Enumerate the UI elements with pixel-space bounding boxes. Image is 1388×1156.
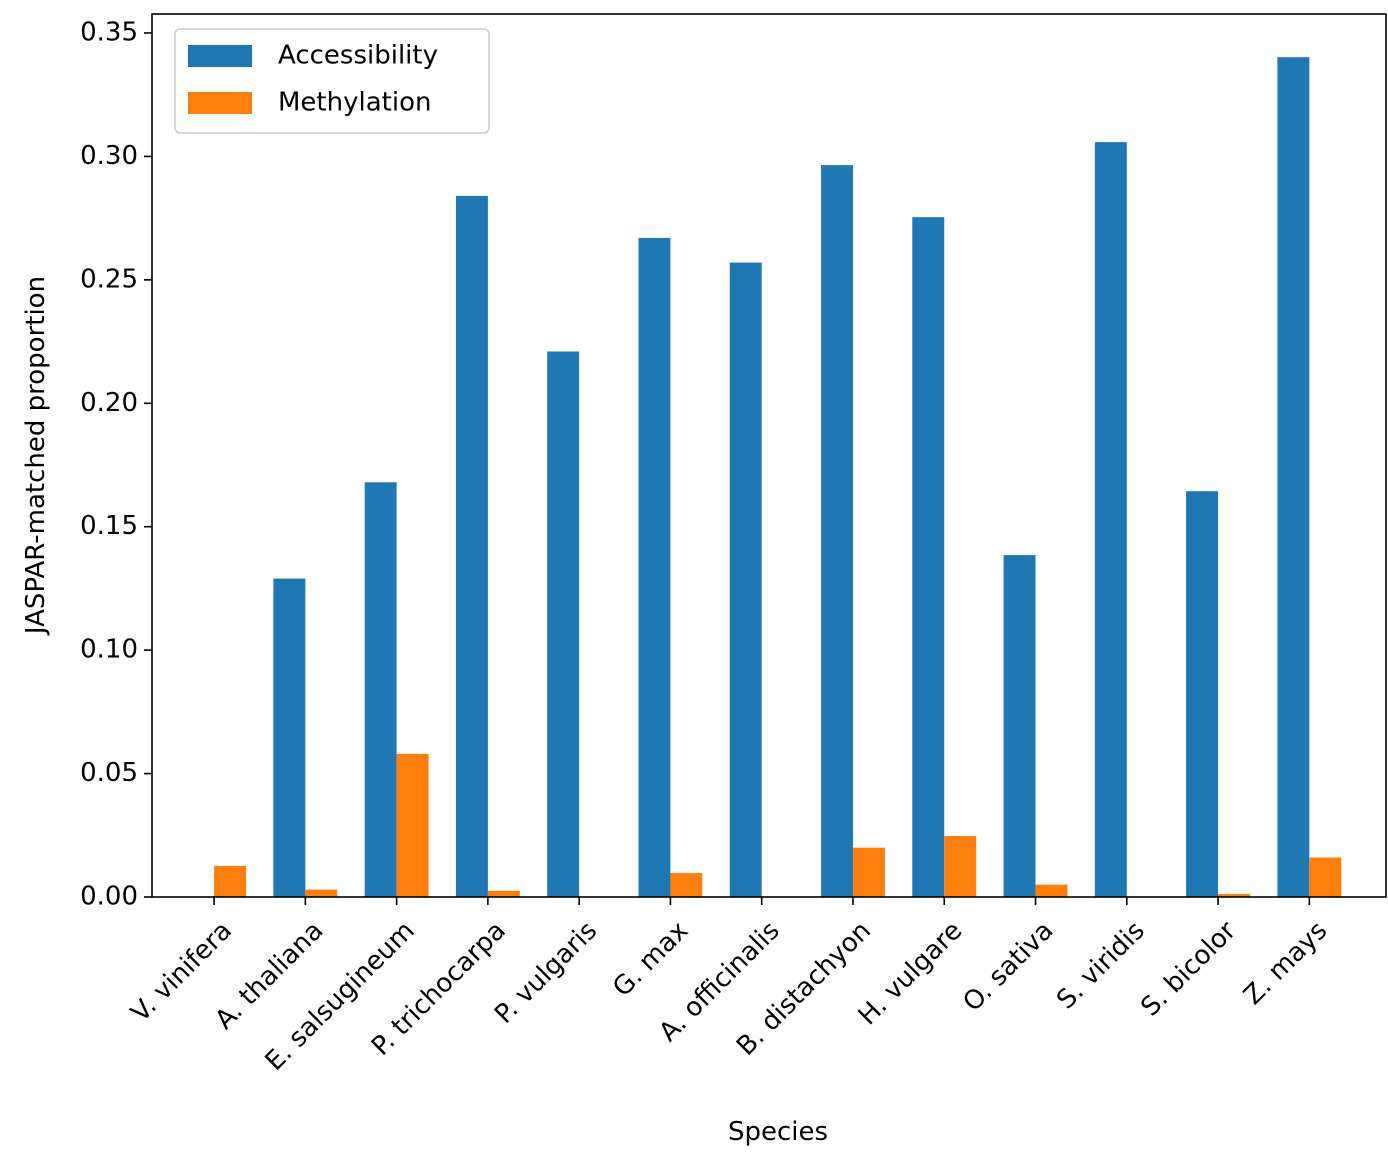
bar	[912, 217, 945, 897]
legend-label: Methylation	[278, 88, 431, 118]
bar	[1003, 555, 1036, 897]
x-tick-label: Z. mays	[1238, 916, 1333, 1011]
y-tick-label: 0.10	[80, 635, 138, 665]
bar	[396, 753, 429, 897]
bar	[1277, 57, 1310, 898]
bar	[547, 351, 580, 897]
legend-swatch	[188, 45, 252, 67]
bar	[305, 889, 338, 897]
legend-label: Accessibility	[278, 41, 438, 71]
y-tick-label: 0.20	[80, 388, 138, 418]
x-tick-label: S. bicolor	[1135, 916, 1242, 1023]
bar	[944, 836, 977, 897]
x-tick-label: G. max	[607, 916, 694, 1003]
x-axis-label: Species	[728, 1117, 828, 1147]
legend-box	[174, 28, 490, 134]
bar	[487, 890, 520, 897]
y-tick-label: 0.25	[80, 264, 138, 294]
bar	[852, 847, 885, 897]
bar	[638, 237, 671, 897]
y-tick-label: 0.35	[80, 18, 138, 48]
y-tick-label: 0.15	[80, 511, 138, 541]
bar	[455, 195, 488, 897]
bar	[214, 865, 247, 897]
bar	[273, 578, 306, 897]
y-axis-label: JASPAR-matched proportion	[21, 276, 51, 636]
bar	[364, 482, 397, 897]
legend-swatch	[188, 92, 252, 114]
bar	[729, 262, 762, 897]
x-tick-label: O. sativa	[958, 916, 1060, 1018]
bar	[1186, 491, 1219, 897]
bar	[1218, 894, 1251, 897]
bar	[821, 165, 853, 897]
y-tick-label: 0.30	[80, 141, 138, 171]
bar	[1094, 142, 1127, 898]
y-tick-label: 0.00	[80, 882, 138, 912]
bar	[1035, 884, 1068, 897]
bar	[1309, 857, 1342, 897]
plot-frame	[151, 13, 1387, 898]
bar	[670, 873, 703, 897]
y-tick-label: 0.05	[80, 758, 138, 788]
